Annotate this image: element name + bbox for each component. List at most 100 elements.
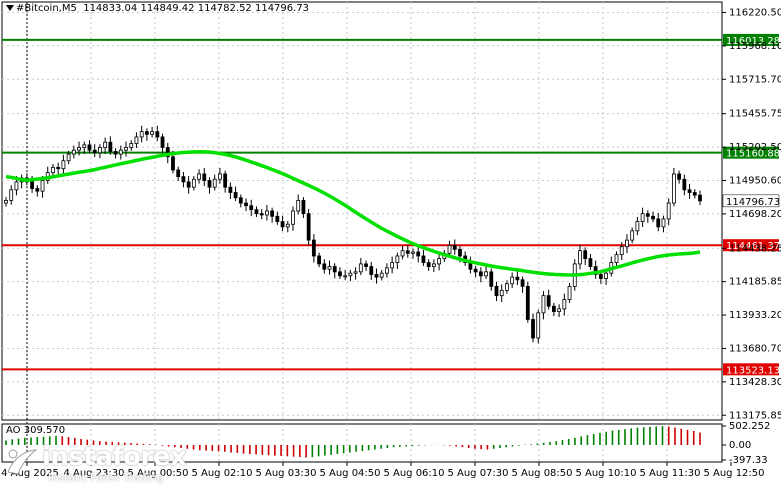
candle-body [656, 218, 661, 228]
price-tick-label: 114950.60 [729, 175, 781, 186]
candle-body [379, 272, 384, 278]
dropdown-arrow-icon[interactable] [6, 5, 14, 11]
logo-tagline: Instant Forex Trading [48, 471, 164, 484]
candle-body [567, 285, 572, 301]
candle-body [343, 275, 348, 278]
ao-tick-label: 502.252 [729, 421, 770, 432]
candle-body [191, 178, 196, 188]
candle-body [473, 268, 478, 273]
candle-body [421, 255, 426, 263]
candle-body [478, 271, 483, 277]
candle-body [244, 202, 248, 207]
time-tick-label: 4 Aug 2025 [1, 468, 59, 479]
price-tick-label: 115968.10 [729, 41, 781, 52]
candle-body [505, 283, 509, 291]
candle-body [583, 250, 588, 260]
candle-body [51, 166, 55, 174]
candle-body [625, 239, 629, 248]
candle-body [30, 181, 34, 189]
moving-average [5, 149, 701, 277]
candle-body [385, 267, 389, 274]
candle-body [682, 178, 687, 191]
candle-body [296, 200, 301, 212]
candle-body [369, 266, 374, 275]
candle-body [400, 250, 405, 257]
candle-body [651, 215, 655, 220]
candle-body [322, 263, 327, 270]
price-axis: 116220.50 115968.10 115715.70 115455.75 1152… [722, 8, 781, 421]
candle-body [452, 244, 457, 250]
price-tick-label: 113680.70 [729, 343, 781, 354]
candle-body [588, 258, 593, 267]
time-tick-label: 5 Aug 04:50 [319, 468, 380, 479]
candle-body [332, 266, 337, 273]
level-tag-label: 115160.88 [726, 149, 780, 160]
candle-body [4, 200, 8, 204]
current-price-label: 114796.73 [726, 197, 780, 208]
candle-body [202, 173, 207, 181]
candle-body [134, 136, 139, 144]
candle-body [635, 221, 640, 232]
candle-body [270, 210, 275, 217]
candle-body [525, 285, 530, 320]
candle-body [598, 274, 603, 279]
moving-average-line [5, 149, 701, 277]
candle-body [484, 271, 488, 277]
candle-body [171, 156, 175, 171]
candle-body [510, 276, 515, 285]
candle-body [426, 262, 431, 267]
logo-brand: instaforex [42, 442, 187, 472]
candle-body [698, 194, 702, 202]
candle-body [35, 188, 40, 192]
candle-body [139, 131, 144, 138]
candle-body [687, 189, 692, 193]
price-tick-label: 115202.50 [729, 142, 781, 153]
price-tick-label: 114438.25 [729, 243, 781, 254]
candle-body [619, 246, 624, 256]
candle-body [176, 169, 181, 178]
candle-body [348, 272, 353, 277]
level-tag-label: 113523.13 [726, 365, 780, 376]
price-tick-label: 113175.85 [729, 410, 781, 421]
candle-body [677, 173, 682, 180]
level-tag-label: 114461.37 [726, 241, 780, 252]
candle-body [129, 143, 134, 148]
candle-body [61, 160, 66, 170]
candle-body [640, 213, 645, 222]
candle-body [118, 149, 123, 155]
level-lines: 116013.28 115160.88 114461.37 113523.13 [2, 33, 780, 376]
candle-body [692, 192, 697, 196]
candle-body [593, 266, 598, 275]
candle-body [666, 202, 671, 220]
candle-body [301, 200, 306, 215]
candle-body [181, 176, 186, 183]
candle-body [254, 209, 259, 215]
time-tick-label: 5 Aug 07:30 [447, 468, 508, 479]
candle-body [228, 186, 233, 193]
candle-body [416, 251, 421, 257]
ao-indicator: 502.252 0.00 -397.33 [5, 421, 770, 466]
candle-body [98, 147, 102, 154]
candle-body [578, 250, 582, 265]
candle-body [661, 218, 666, 228]
candle-body [233, 192, 238, 199]
candle-body [56, 166, 61, 170]
time-tick-label: 5 Aug 02:10 [191, 468, 252, 479]
candle-body [218, 173, 222, 180]
time-tick-label: 5 Aug 11:30 [639, 468, 700, 479]
candle-body [14, 181, 19, 191]
ao-frame [1, 423, 723, 463]
candle-body [66, 153, 71, 162]
ao-label: AO 309.570 [6, 425, 66, 436]
candle-body [259, 213, 264, 216]
candle-body [124, 147, 128, 151]
chart-header: #Bitcoin,M5 114833.04 114849.42 114782.5… [6, 3, 309, 14]
candle-body [614, 254, 619, 263]
candle-body [562, 299, 567, 310]
candle-body [515, 276, 520, 281]
candle-body [458, 248, 462, 257]
candle-body [630, 230, 635, 241]
candle-body [165, 147, 170, 158]
level-tag-label: 116013.28 [726, 36, 780, 47]
